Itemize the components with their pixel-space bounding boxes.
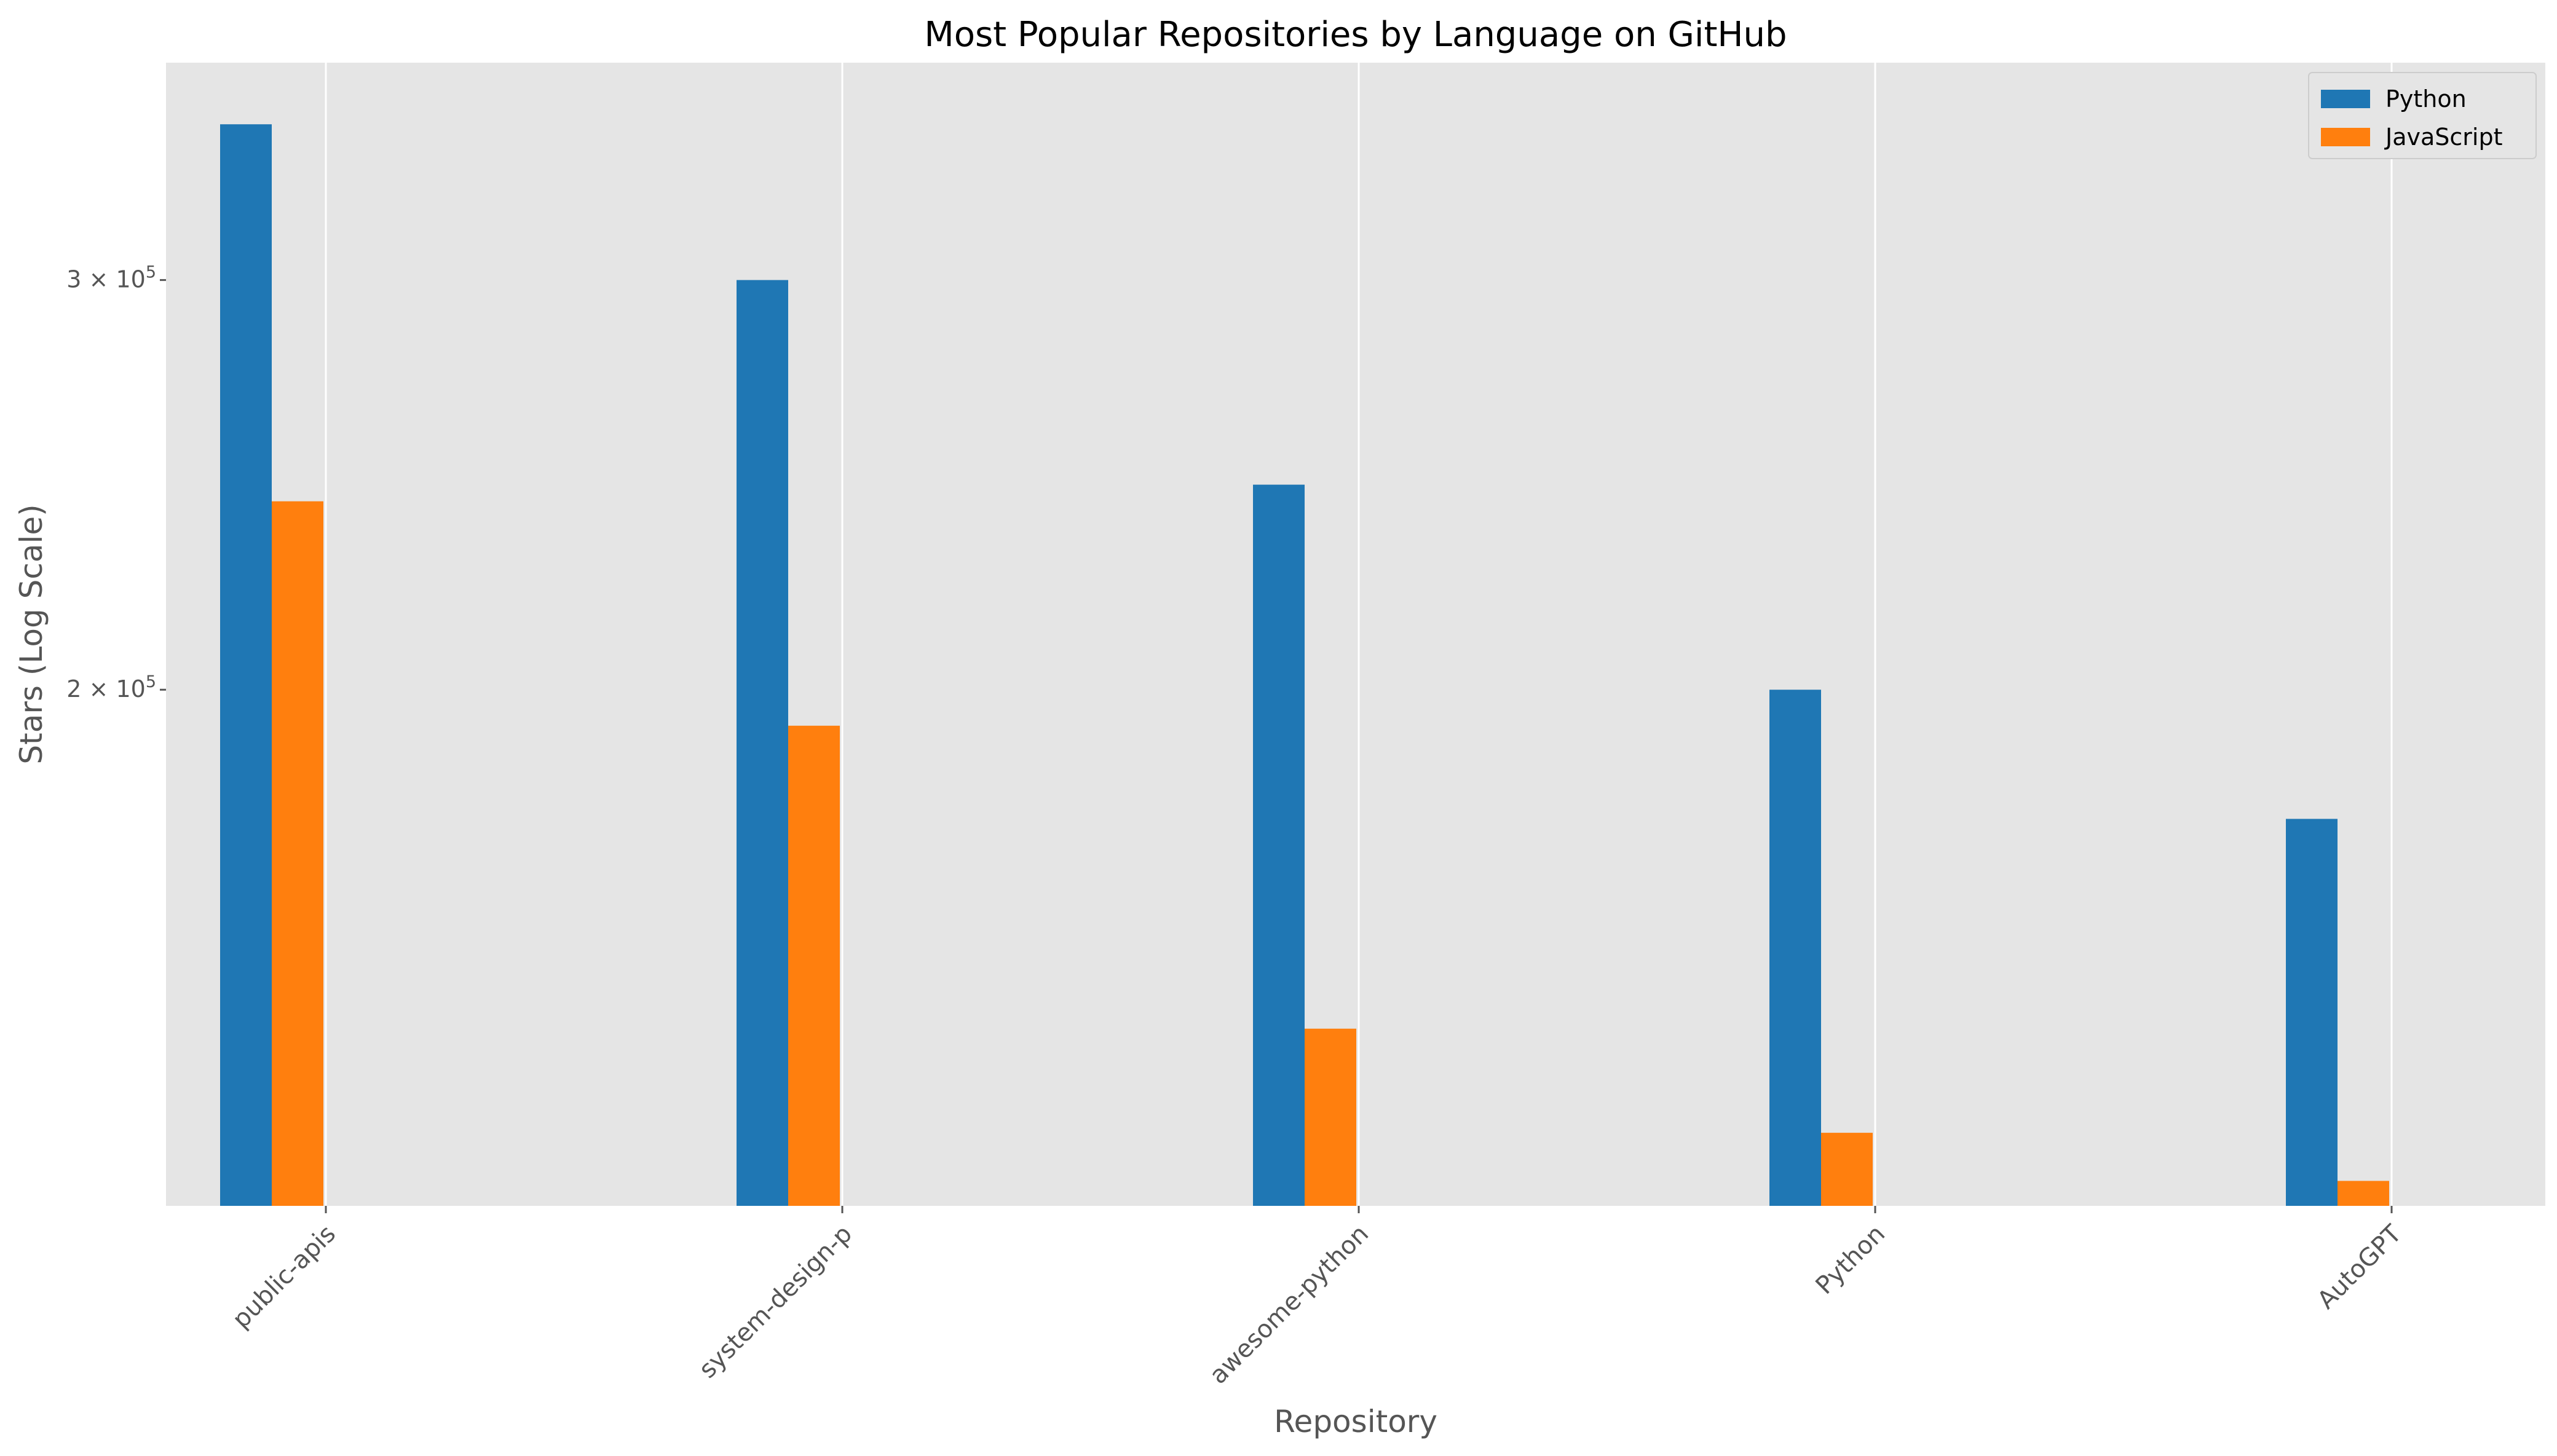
legend-swatch: [2321, 128, 2370, 146]
bar-python-awesome-python: [1253, 484, 1305, 1206]
legend: Python JavaScript: [2308, 72, 2537, 159]
bar-python-public-apis: [220, 124, 272, 1206]
bar-javascript-python: [1821, 1133, 1873, 1206]
x-axis-label: Repository: [1274, 1404, 1437, 1439]
x-tick-label: awesome-python: [1204, 1220, 1375, 1390]
bar-python-system-design-p: [737, 280, 788, 1206]
x-tick-label: AutoGPT: [2312, 1219, 2408, 1315]
legend-swatch: [2321, 90, 2370, 108]
legend-label: JavaScript: [2384, 124, 2502, 151]
bar-javascript-system-design-p: [788, 725, 840, 1206]
y-axis-label: Stars (Log Scale): [14, 504, 49, 764]
plot-background: [166, 63, 2545, 1206]
y-tick-label: 2 × 105: [66, 672, 156, 702]
grid-lines: [325, 63, 2393, 1206]
chart-title: Most Popular Repositories by Language on…: [924, 15, 1787, 55]
bar-javascript-public-apis: [272, 501, 323, 1206]
x-tick-label: system-design-p: [694, 1220, 858, 1384]
bar-javascript-autogpt: [2338, 1181, 2389, 1206]
x-tick-label: public-apis: [227, 1220, 341, 1334]
x-tick-label: Python: [1810, 1220, 1891, 1301]
bars: [220, 124, 2389, 1206]
y-tick-label: 3 × 105: [66, 263, 156, 293]
bar-python-python: [1769, 690, 1821, 1206]
bar-javascript-awesome-python: [1305, 1028, 1356, 1206]
legend-label: Python: [2385, 85, 2467, 112]
bar-python-autogpt: [2286, 819, 2338, 1206]
